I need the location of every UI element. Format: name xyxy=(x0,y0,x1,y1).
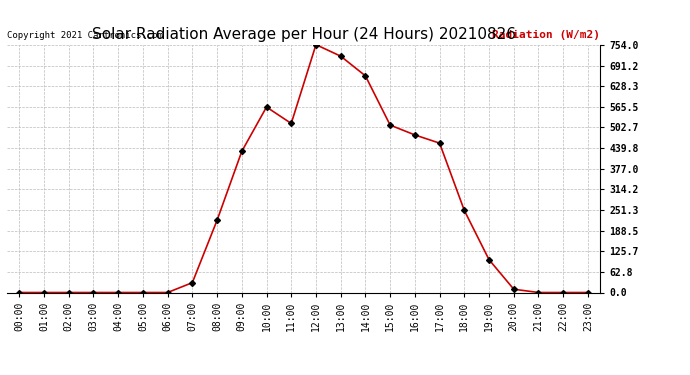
Title: Solar Radiation Average per Hour (24 Hours) 20210826: Solar Radiation Average per Hour (24 Hou… xyxy=(92,27,515,42)
Text: Radiation (W/m2): Radiation (W/m2) xyxy=(492,30,600,40)
Text: Copyright 2021 Cartronics.com: Copyright 2021 Cartronics.com xyxy=(7,31,163,40)
